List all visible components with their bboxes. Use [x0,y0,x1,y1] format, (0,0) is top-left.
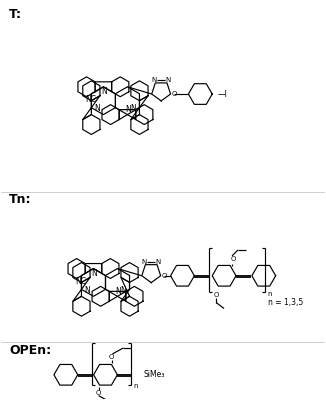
Text: O: O [96,390,101,396]
Text: N: N [156,259,161,265]
Text: O: O [230,256,236,262]
Text: N: N [131,104,136,113]
Text: n: n [133,383,138,389]
Text: Tn:: Tn: [9,193,32,206]
Text: N: N [121,286,126,295]
Text: N: N [84,286,90,295]
Text: N: N [126,105,131,114]
Text: N: N [152,77,157,83]
Text: T:: T: [9,8,22,21]
Text: n: n [268,291,272,297]
Text: N: N [101,87,107,96]
Text: O: O [172,91,177,97]
Text: N: N [165,77,170,83]
Text: N: N [92,269,97,278]
Text: O: O [214,292,219,298]
Text: NC: NC [76,276,86,286]
Text: —I: —I [217,90,227,98]
Text: N: N [116,287,121,296]
Text: NC: NC [85,95,96,104]
Text: N: N [95,104,100,113]
Text: O: O [162,273,167,279]
Text: OPEn:: OPEn: [9,344,52,357]
Text: SiMe₃: SiMe₃ [143,370,165,379]
Text: n = 1,3,5: n = 1,3,5 [268,298,303,307]
Text: N: N [142,259,147,265]
Text: O: O [109,354,114,360]
